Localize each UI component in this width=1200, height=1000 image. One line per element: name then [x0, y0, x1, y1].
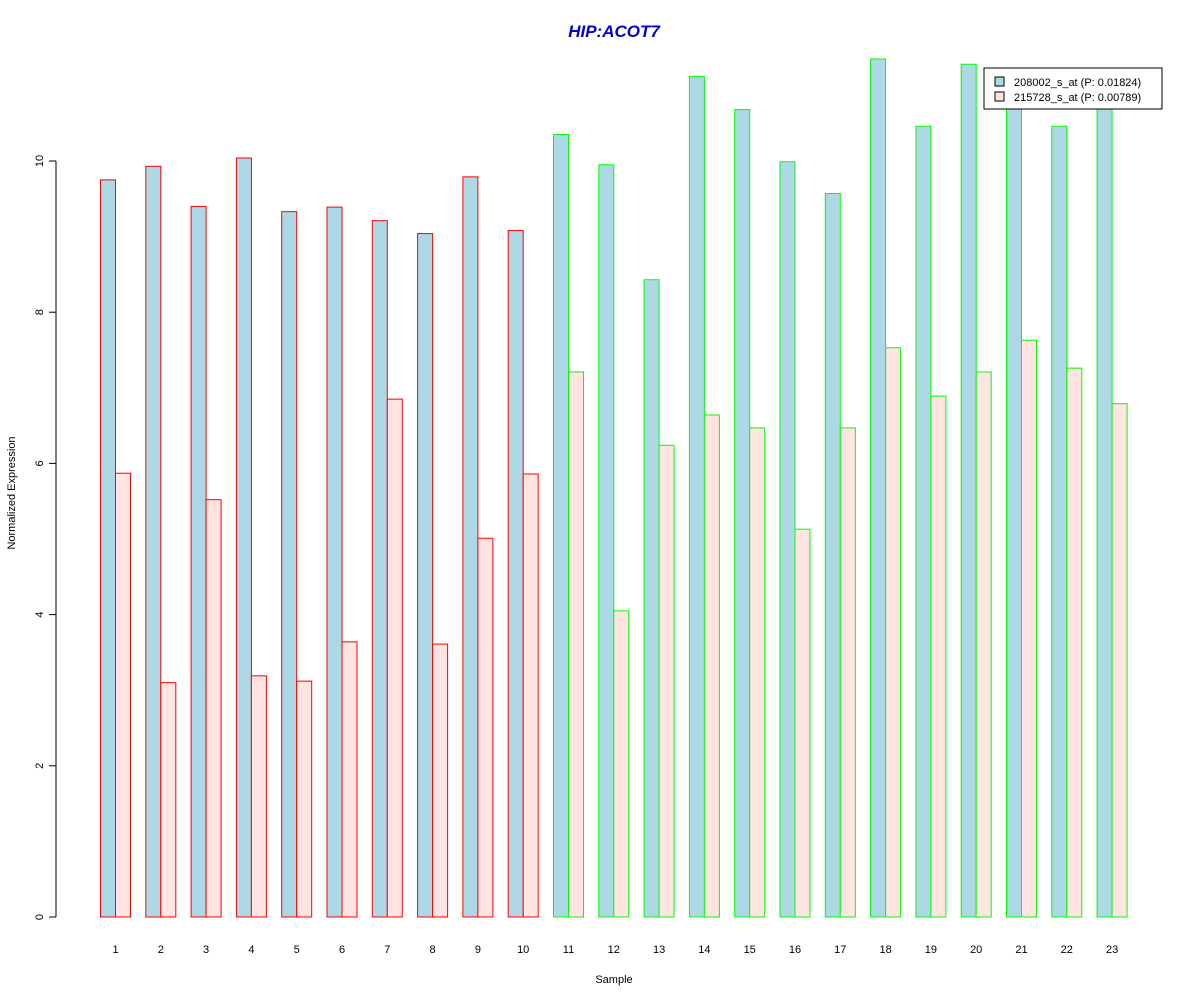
x-tick-label: 3: [203, 944, 209, 956]
x-tick-label: 19: [925, 944, 937, 956]
bar-series-1-sample-23: [1096, 100, 1113, 918]
bar-series-2-sample-13: [658, 444, 675, 918]
x-tick-label: 18: [879, 944, 891, 956]
bar-series-2-sample-10: [522, 473, 539, 918]
y-tick-label: 2: [34, 763, 46, 769]
bar-series-2-sample-5: [296, 680, 313, 918]
bar-series-2-sample-18: [885, 347, 902, 918]
bar-series-2-sample-17: [839, 427, 856, 918]
x-tick-label: 17: [834, 944, 846, 956]
y-tick-label: 4: [34, 612, 46, 618]
x-tick-label: 14: [698, 944, 710, 956]
legend-swatch-series-2: [994, 91, 1005, 102]
x-tick-label: 9: [475, 944, 481, 956]
legend: 208002_s_at (P: 0.01824) 215728_s_at (P:…: [983, 67, 1163, 110]
bar-series-2-sample-11: [568, 371, 584, 918]
x-axis-label: Sample: [595, 974, 632, 986]
legend-swatch-series-1: [994, 76, 1005, 87]
bar-series-1-sample-2: [145, 165, 162, 918]
x-tick-label: 2: [158, 944, 164, 956]
x-axis: 1 2 3 4 5 6 7 8 9 10 11 12 13 14 15 16 17 18 19 20 21 22 23: [112, 944, 1118, 956]
bar-series-2-sample-14: [703, 414, 720, 918]
bar-series-1-sample-4: [235, 157, 252, 918]
bar-series-1-sample-21: [1006, 100, 1022, 918]
x-tick-label: 13: [653, 944, 665, 956]
bar-series-1-sample-22: [1051, 125, 1068, 918]
bar-series-1-sample-11: [553, 134, 569, 918]
bar-series-1-sample-16: [779, 161, 796, 918]
bar-series-1-sample-14: [688, 75, 705, 918]
y-tick-label: 10: [34, 155, 46, 167]
bar-series-1-sample-5: [281, 211, 298, 918]
y-tick-label: 8: [34, 309, 46, 315]
x-tick-label: 15: [744, 944, 756, 956]
bar-series-2-sample-2: [160, 682, 177, 918]
bar-series-1-sample-19: [915, 125, 932, 918]
x-tick-label: 8: [430, 944, 436, 956]
y-tick-label: 0: [34, 914, 46, 920]
bar-series-2-sample-3: [205, 499, 222, 918]
x-tick-label: 22: [1061, 944, 1073, 956]
x-tick-label: 7: [384, 944, 390, 956]
bar-series-1-sample-17: [824, 193, 841, 918]
legend-box: [983, 67, 1163, 110]
x-tick-label: 21: [1015, 944, 1027, 956]
bar-series-1-sample-1: [100, 179, 116, 918]
bar-series-2-sample-7: [386, 398, 403, 918]
bar-series-2-sample-1: [115, 472, 131, 918]
bar-series-2-sample-15: [749, 427, 766, 918]
bar-series-2-sample-6: [341, 641, 358, 918]
x-tick-label: 16: [789, 944, 801, 956]
bar-series-1-sample-15: [734, 109, 751, 918]
bars-group: [100, 58, 1128, 918]
bar-series-2-sample-16: [794, 528, 811, 918]
bar-series-1-sample-18: [870, 58, 887, 918]
bar-series-1-sample-3: [190, 205, 207, 918]
y-tick-label: 6: [34, 460, 46, 466]
x-tick-label: 20: [970, 944, 982, 956]
bar-series-1-sample-6: [326, 206, 343, 918]
y-axis: 0 2 4 6 8 10: [34, 155, 57, 920]
x-tick-label: 12: [608, 944, 620, 956]
bar-series-1-sample-8: [417, 233, 434, 918]
bar-series-2-sample-19: [930, 395, 947, 918]
x-tick-label: 5: [294, 944, 300, 956]
bar-series-2-sample-22: [1066, 367, 1083, 918]
x-tick-label: 6: [339, 944, 345, 956]
bar-series-1-sample-20: [960, 63, 977, 918]
chart-title: HIP:ACOT7: [568, 22, 661, 41]
bar-series-1-sample-10: [507, 230, 524, 918]
bar-series-2-sample-4: [250, 675, 267, 918]
bar-series-2-sample-8: [432, 643, 449, 918]
x-tick-label: 10: [517, 944, 529, 956]
x-tick-label: 4: [248, 944, 254, 956]
bar-series-2-sample-9: [477, 537, 494, 918]
bar-series-2-sample-23: [1111, 403, 1128, 918]
legend-label-series-1: 208002_s_at (P: 0.01824): [1014, 77, 1141, 89]
x-tick-label: 11: [563, 944, 574, 956]
bar-series-2-sample-21: [1021, 339, 1037, 918]
bar-series-2-sample-20: [975, 371, 992, 918]
bar-series-1-sample-13: [643, 279, 660, 918]
legend-label-series-2: 215728_s_at (P: 0.00789): [1014, 92, 1141, 104]
bar-series-1-sample-7: [371, 220, 388, 918]
y-axis-label: Normalized Expression: [6, 436, 18, 549]
bar-series-1-sample-9: [462, 176, 479, 918]
bar-series-2-sample-12: [613, 610, 630, 918]
x-tick-label: 23: [1106, 944, 1118, 956]
bar-series-1-sample-12: [598, 164, 615, 918]
x-tick-label: 1: [112, 944, 118, 956]
